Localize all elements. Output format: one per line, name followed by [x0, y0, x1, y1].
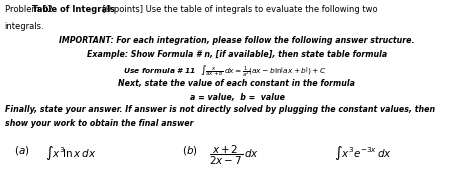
Text: [9 points] Use the table of integrals to evaluate the following two: [9 points] Use the table of integrals to… [100, 5, 378, 14]
Text: a = value,  b =  value: a = value, b = value [190, 93, 284, 102]
Text: Finally, state your answer. If answer is not directly solved by plugging the con: Finally, state your answer. If answer is… [5, 105, 435, 114]
Text: $\int x^3\!\ln x\, dx$: $\int x^3\!\ln x\, dx$ [45, 144, 96, 161]
Text: show your work to obtain the final answer: show your work to obtain the final answe… [5, 119, 193, 128]
Text: Problem 02: Problem 02 [5, 5, 55, 14]
Text: Use formula # 11  $\int \frac{x}{ax+b}\,dx = \frac{1}{a^2}\!\left(ax - b\ln\!\le: Use formula # 11 $\int \frac{x}{ax+b}\,d… [123, 63, 327, 79]
Text: $(a)$: $(a)$ [14, 144, 30, 157]
Text: Example: Show Formula # n, [if available], then state table formula: Example: Show Formula # n, [if available… [87, 50, 387, 59]
Text: $\int x^3 e^{-3x}\,dx$: $\int x^3 e^{-3x}\,dx$ [334, 144, 392, 161]
Text: $\dfrac{x+2}{2x-7}\,dx$: $\dfrac{x+2}{2x-7}\,dx$ [209, 144, 258, 167]
Text: IMPORTANT: For each integration, please follow the following answer structure.: IMPORTANT: For each integration, please … [59, 36, 415, 45]
Text: $(b)$: $(b)$ [182, 144, 198, 157]
Text: integrals.: integrals. [5, 22, 45, 31]
Text: Next, state the value of each constant in the formula: Next, state the value of each constant i… [118, 79, 356, 88]
Text: Table of Integrals: Table of Integrals [32, 5, 115, 14]
